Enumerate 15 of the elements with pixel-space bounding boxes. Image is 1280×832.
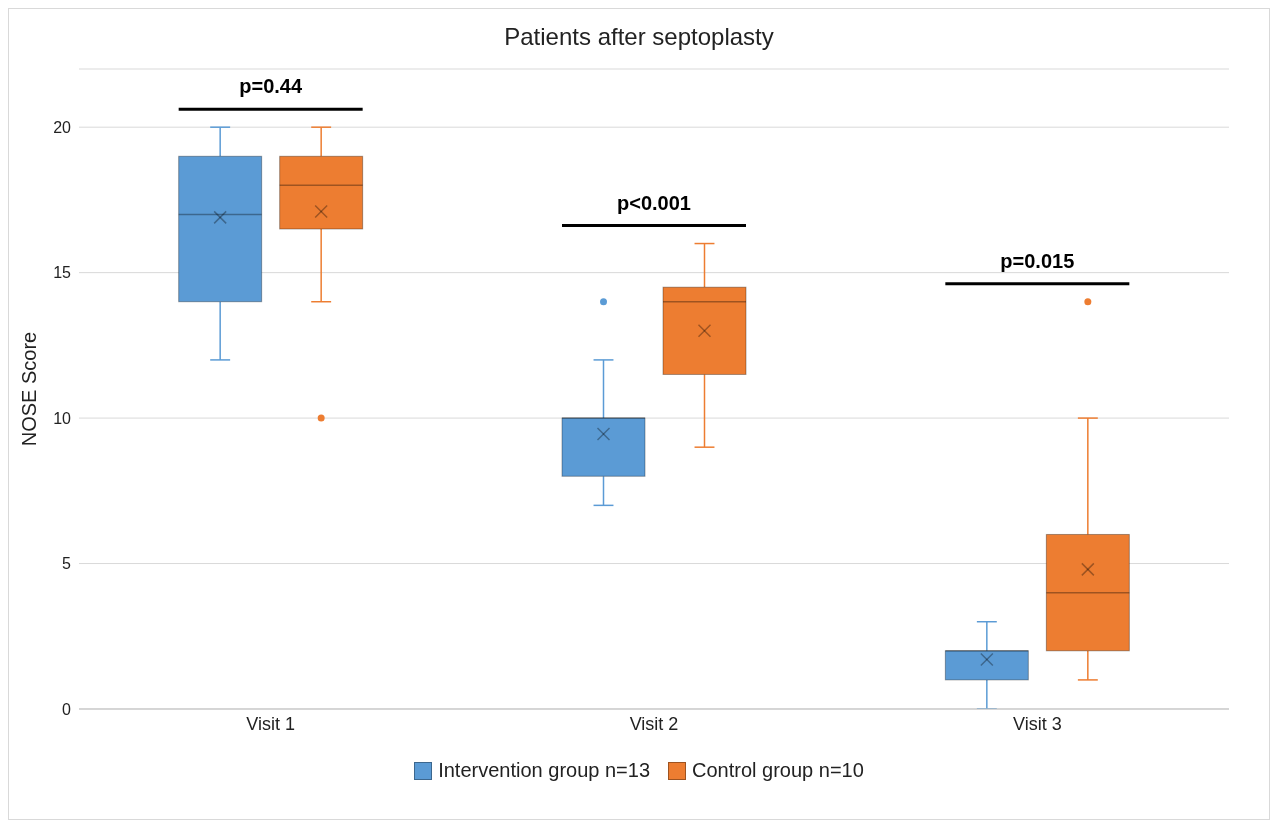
- x-tick-label: Visit 2: [629, 713, 679, 734]
- y-tick-label: 5: [62, 555, 72, 573]
- y-tick-label: 0: [62, 700, 72, 718]
- annotation: p<0.001: [617, 191, 691, 214]
- y-axis-title: NOSE Score: [18, 331, 41, 447]
- legend-label: Control group n=10: [692, 759, 864, 782]
- x-tick-label: Visit 3: [1012, 713, 1062, 734]
- y-tick-label: 10: [53, 409, 72, 427]
- y-tick-label: 20: [53, 118, 72, 136]
- y-tick-label: 15: [53, 264, 72, 282]
- annotation: p=0.015: [1000, 249, 1075, 272]
- annotation: p=0.44: [239, 75, 303, 98]
- chart-title: Patients after septoplasty: [503, 23, 775, 51]
- legend-label: Intervention group n=13: [438, 759, 651, 782]
- x-tick-label: Visit 1: [246, 713, 296, 734]
